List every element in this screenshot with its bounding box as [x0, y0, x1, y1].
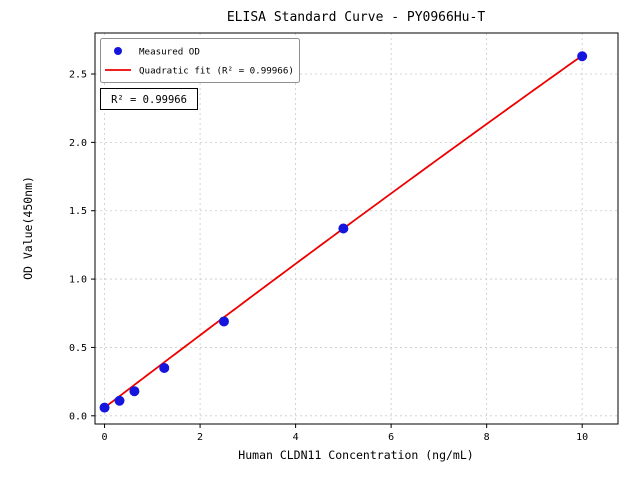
x-axis-label: Human CLDN11 Concentration (ng/mL) [238, 448, 473, 462]
measured-od-point [159, 362, 170, 373]
y-tick-label: 0.5 [69, 343, 87, 354]
x-tick-label: 6 [388, 432, 394, 443]
measured-od-point [577, 51, 588, 62]
chart-title: ELISA Standard Curve - PY0966Hu-T [227, 10, 485, 25]
x-tick-label: 10 [576, 432, 588, 443]
legend-label-quadratic-fit: Quadratic fit (R² = 0.99966) [139, 66, 294, 77]
legend-box [100, 38, 300, 83]
y-axis-label: OD Value(450nm) [21, 176, 35, 280]
y-tick-label: 2.0 [69, 138, 87, 149]
axes-border [94, 32, 619, 425]
x-tick-label: 2 [197, 432, 203, 443]
x-tick-label: 0 [102, 432, 108, 443]
x-tick-label: 4 [293, 432, 299, 443]
y-tick-label: 0.0 [69, 411, 87, 422]
legend-label-measured-od: Measured OD [139, 47, 200, 58]
measured-od-point [338, 223, 349, 234]
annotation-text: R² = 0.99966 [111, 94, 187, 106]
measured-od-point [99, 402, 110, 413]
plot-area: 0 2 4 6 8 10 0.0 0.5 1.0 1.5 2.0 2.5 [69, 32, 619, 443]
legend-marker-measured-od-icon [114, 47, 122, 55]
measured-od-point [129, 386, 140, 397]
measured-od-point [218, 316, 229, 327]
annotation-box [100, 88, 198, 110]
y-tick-label: 2.5 [69, 70, 87, 81]
legend: Measured OD Quadratic fit (R² = 0.99966) [100, 38, 300, 83]
y-tick-label: 1.5 [69, 206, 87, 217]
measured-od-point [114, 395, 125, 406]
r-squared-annotation: R² = 0.99966 [100, 88, 198, 110]
y-tick-label: 1.0 [69, 275, 87, 286]
x-tick-label: 8 [484, 432, 490, 443]
